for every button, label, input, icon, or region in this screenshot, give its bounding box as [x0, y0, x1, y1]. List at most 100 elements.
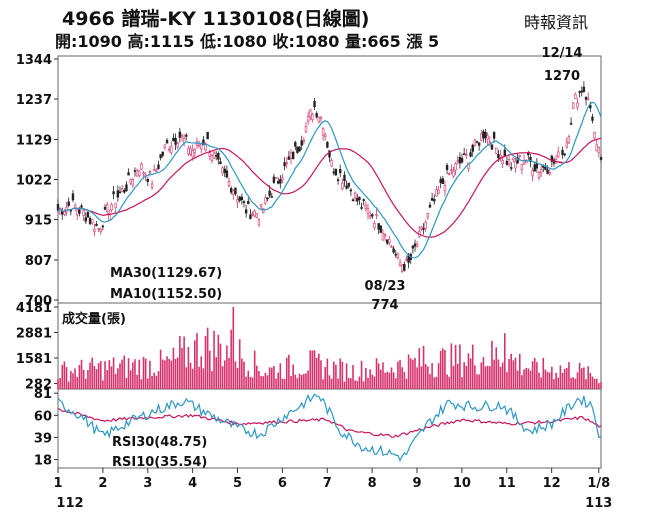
- candle-body: [289, 152, 293, 159]
- candle-body: [279, 179, 282, 184]
- volume-bar: [491, 340, 493, 389]
- volume-bar: [89, 362, 91, 389]
- candle-body: [298, 146, 301, 152]
- volume-bar: [439, 350, 442, 389]
- volume-bar: [294, 374, 297, 389]
- candle-body: [341, 182, 344, 189]
- candle-body: [146, 178, 149, 182]
- volume-bar: [386, 371, 389, 389]
- volume-bar: [80, 359, 83, 389]
- candle-body: [294, 142, 297, 147]
- volume-bar: [181, 347, 183, 389]
- volume-bar: [283, 379, 286, 389]
- candle-body: [507, 158, 511, 165]
- candle-body: [544, 167, 547, 170]
- candle-body: [150, 183, 154, 188]
- candle-body: [214, 155, 218, 157]
- candle-body: [349, 189, 353, 192]
- candle-body: [236, 199, 239, 203]
- rsi-tick-label: 39: [34, 431, 52, 446]
- volume-bar: [238, 339, 241, 389]
- volume-bar: [465, 365, 468, 389]
- volume-bar: [236, 367, 239, 389]
- volume-bar: [459, 344, 461, 389]
- volume-bar: [495, 347, 498, 389]
- candle-body: [426, 213, 430, 218]
- volume-bar: [247, 370, 250, 389]
- candle-body: [512, 157, 515, 161]
- candle-body: [557, 151, 560, 158]
- candle-body: [80, 205, 83, 208]
- candle-body: [428, 204, 432, 208]
- candle-body: [242, 201, 246, 203]
- volume-bar: [140, 379, 143, 389]
- volume-bar: [104, 361, 106, 389]
- volume-bar: [480, 362, 483, 389]
- candle-body: [125, 184, 128, 192]
- volume-bar: [320, 360, 322, 389]
- volume-bar: [429, 374, 431, 389]
- volume-bar: [315, 357, 318, 389]
- volume-bar: [598, 383, 600, 389]
- candle-body: [338, 168, 342, 174]
- candle-body: [321, 128, 325, 136]
- candle-body: [471, 144, 474, 152]
- volume-bar: [476, 374, 478, 389]
- volume-bar: [536, 362, 538, 389]
- candle-body: [97, 228, 100, 230]
- candle-body: [326, 142, 329, 148]
- volume-bar: [127, 358, 130, 389]
- volume-bar: [318, 353, 320, 389]
- volume-bar: [277, 372, 279, 389]
- candle-body: [407, 255, 410, 263]
- volume-bar: [380, 369, 382, 389]
- candle-body: [482, 131, 485, 139]
- candle-body: [448, 173, 451, 175]
- volume-bar: [501, 362, 504, 389]
- volume-bar: [149, 360, 151, 389]
- volume-bar: [219, 343, 222, 389]
- candle-body: [347, 182, 350, 187]
- candle-body: [390, 246, 393, 248]
- candle-body: [212, 152, 216, 159]
- volume-bar: [63, 361, 66, 389]
- volume-tick-label: 1581: [16, 352, 52, 367]
- volume-bar: [245, 376, 247, 389]
- volume-bar: [189, 362, 192, 389]
- volume-bar: [125, 377, 128, 389]
- candle-body: [514, 161, 517, 169]
- volume-bar: [384, 372, 386, 389]
- volume-bar: [442, 348, 444, 389]
- volume-bar: [373, 376, 376, 389]
- candle-body: [574, 93, 577, 99]
- candle-body: [578, 91, 581, 93]
- volume-bar: [296, 378, 299, 389]
- price-tick-label: 700: [25, 294, 52, 309]
- candle-body: [533, 164, 536, 172]
- candle-body: [180, 135, 184, 138]
- candle-body: [229, 187, 233, 193]
- candle-body: [400, 264, 404, 272]
- candle-body: [103, 206, 107, 210]
- volume-bar: [332, 361, 335, 389]
- volume-bar: [123, 355, 126, 389]
- volume-bar: [300, 374, 303, 389]
- volume-bar: [362, 381, 365, 389]
- candle-body: [595, 144, 598, 152]
- candle-body: [313, 101, 316, 108]
- candle-body: [200, 143, 203, 150]
- candle-body: [244, 209, 248, 214]
- candle-body: [475, 140, 479, 143]
- volume-bar: [546, 372, 549, 389]
- volume-bar: [206, 327, 209, 389]
- candle-body: [403, 263, 406, 271]
- volume-bar: [551, 366, 553, 389]
- volume-bar: [414, 357, 416, 389]
- volume-bar: [358, 376, 361, 389]
- volume-bar: [196, 333, 198, 389]
- volume-bar: [82, 369, 85, 389]
- volume-bar: [559, 365, 562, 389]
- volume-bar: [132, 362, 134, 389]
- candle-body: [503, 149, 506, 157]
- volume-bar: [589, 372, 592, 389]
